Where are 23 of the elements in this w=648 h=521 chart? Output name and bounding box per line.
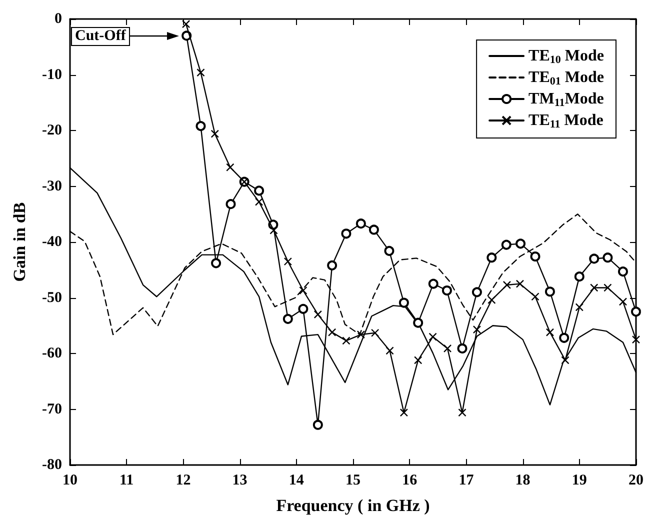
y-tick-label: -20 (42, 122, 62, 138)
x-axis-title: Frequency ( in GHz ) (276, 496, 430, 515)
y-tick-label: -80 (42, 457, 62, 473)
y-tick-label: -70 (42, 401, 62, 418)
y-tick-label: 0 (54, 11, 62, 27)
x-tick-label: 17 (458, 472, 474, 488)
y-axis-title: Gain in dB (10, 202, 29, 282)
x-tick-label: 20 (628, 472, 644, 488)
y-tick-label: -50 (42, 290, 62, 306)
x-tick-label: 16 (402, 472, 418, 488)
y-tick-label: -10 (42, 66, 62, 83)
x-tick-label: 18 (515, 472, 530, 488)
x-tick-label: 19 (572, 472, 587, 488)
x-tick-label: 10 (62, 472, 78, 488)
annotation: Cut-Off (71, 26, 130, 46)
y-tick-label: -60 (42, 346, 62, 362)
y-tick-label: -30 (42, 178, 62, 194)
y-tick-label: -40 (42, 234, 62, 250)
x-tick-label: 14 (288, 472, 304, 488)
x-tick-label: 12 (176, 472, 191, 488)
x-tick-label: 11 (120, 472, 134, 488)
x-tick-label: 13 (232, 472, 248, 488)
x-tick-label: 15 (346, 472, 360, 488)
